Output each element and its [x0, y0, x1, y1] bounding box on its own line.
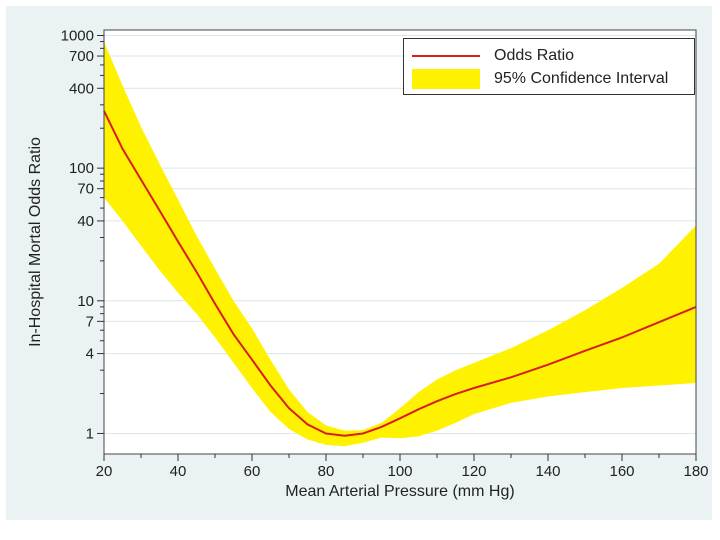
x-tick-label-40: 40 [170, 463, 187, 480]
legend-label-odds-ratio: Odds Ratio [494, 47, 575, 64]
y-tick-label-70: 70 [77, 181, 94, 198]
y-tick-label-10: 10 [77, 293, 94, 310]
chart-svg: 1 4 7 10 40 70 100 400 700 1000 20 40 60 80 100 120 140 1… [27, 27, 709, 500]
x-axis-label: Mean Arterial Pressure (mm Hg) [285, 483, 514, 500]
x-tick-label-120: 120 [461, 463, 486, 480]
legend-label-confidence-interval: 95% Confidence Interval [494, 70, 669, 87]
x-tick-label-60: 60 [244, 463, 261, 480]
chart-background: 1 4 7 10 40 70 100 400 700 1000 20 40 60 80 100 120 140 1… [6, 6, 712, 520]
legend-swatch-odds-ratio [412, 55, 480, 57]
y-axis-label: In-Hospital Mortal Odds Ratio [27, 137, 44, 347]
x-tick-label-140: 140 [535, 463, 560, 480]
y-tick-label-1000: 1000 [61, 27, 94, 44]
y-tick-label-4: 4 [86, 346, 94, 363]
legend-entry-odds-ratio: Odds Ratio [412, 45, 574, 67]
x-tick-label-100: 100 [387, 463, 412, 480]
x-tick-label-160: 160 [609, 463, 634, 480]
y-tick-label-700: 700 [69, 48, 94, 65]
y-tick-label-400: 400 [69, 80, 94, 97]
y-tick-label-40: 40 [77, 213, 94, 230]
x-tick-label-80: 80 [318, 463, 335, 480]
y-tick-label-1: 1 [86, 425, 94, 442]
x-tick-label-180: 180 [683, 463, 708, 480]
y-tick-label-7: 7 [86, 313, 94, 330]
y-tick-label-100: 100 [69, 160, 94, 177]
odds-ratio-line [103, 110, 697, 437]
legend-swatch-confidence-interval [412, 69, 480, 89]
legend-entry-confidence-interval: 95% Confidence Interval [412, 68, 668, 90]
confidence-band [104, 41, 696, 447]
legend: Odds Ratio 95% Confidence Interval [403, 38, 695, 95]
x-tick-label-20: 20 [96, 463, 113, 480]
